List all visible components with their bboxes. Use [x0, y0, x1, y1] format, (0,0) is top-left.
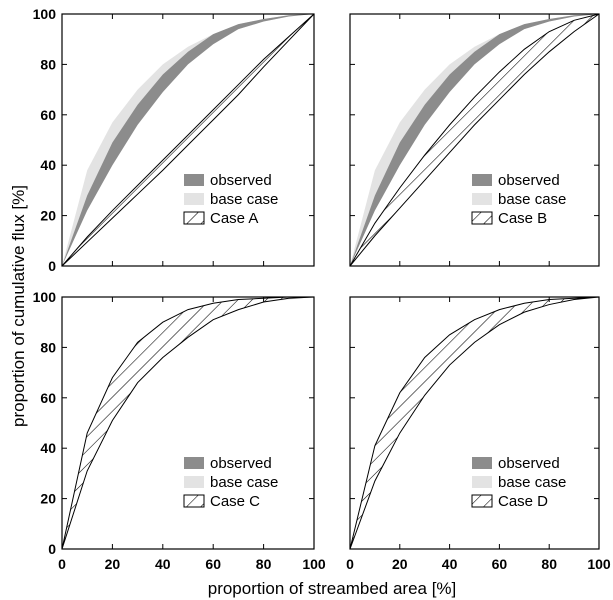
legend-label-observed: observed: [210, 455, 272, 472]
y-tick-label: 40: [40, 440, 56, 456]
y-axis-label: proportion of cumulative flux [%]: [9, 185, 28, 427]
x-tick-label: 60: [492, 556, 508, 572]
legend-label-base-case: base case: [498, 191, 566, 208]
legend-swatch-case: [183, 211, 205, 225]
y-tick-label: 60: [40, 390, 56, 406]
y-tick-label: 20: [40, 491, 56, 507]
legend-label-base-case: base case: [210, 474, 278, 491]
x-tick-label: 40: [155, 556, 171, 572]
x-tick-label: 20: [105, 556, 121, 572]
band-base-case: [62, 14, 314, 266]
panel-bottom-right: 0 20 40 60 80 100 observed base case Case D: [346, 296, 611, 572]
legend-label-base-case: base case: [498, 474, 566, 491]
legend-label-observed: observed: [210, 172, 272, 189]
x-tick-label: 60: [205, 556, 221, 572]
panel-bottom-left: 0 20 40 60 80 100 0 20 40 60 80 100 observed base cas…: [33, 289, 326, 572]
y-tick-label: 100: [33, 289, 57, 305]
y-tick-label: 20: [40, 208, 56, 224]
x-tick-label: 100: [302, 556, 326, 572]
y-tick-label: 0: [48, 258, 56, 274]
x-tick-label: 0: [346, 556, 354, 572]
band-observed: [350, 14, 599, 266]
plot-frame: [349, 296, 600, 550]
legend-label-case: Case C: [210, 493, 260, 510]
y-tick-label: 80: [40, 56, 56, 72]
x-axis-label: proportion of streambed area [%]: [208, 579, 457, 598]
legend-swatch-case: [471, 211, 493, 225]
legend-label-observed: observed: [498, 455, 560, 472]
legend-label-case: Case A: [210, 210, 258, 227]
band-observed: [62, 14, 314, 266]
x-tick-label: 80: [256, 556, 272, 572]
legend-swatch-base-case: [472, 476, 492, 488]
legend-swatch-case: [183, 494, 205, 508]
legend-swatch-observed: [184, 174, 204, 186]
legend-swatch-observed: [472, 457, 492, 469]
legend-label-base-case: base case: [210, 191, 278, 208]
y-tick-label: 100: [33, 6, 57, 22]
plot-frame: [61, 13, 315, 267]
legend: observed base case Case B: [471, 172, 566, 227]
y-tick-label: 40: [40, 157, 56, 173]
panel-top-right: observed base case Case B: [349, 13, 600, 267]
plot-frame: [349, 13, 600, 267]
legend-swatch-observed: [472, 174, 492, 186]
band-case-d: [349, 296, 600, 550]
y-tick-label: 60: [40, 107, 56, 123]
legend-swatch-case: [471, 494, 493, 508]
panel-top-left: 0 20 40 60 80 100 observed base case Case A: [33, 6, 315, 274]
x-tick-label: 20: [392, 556, 408, 572]
x-tick-label: 40: [442, 556, 458, 572]
x-tick-label: 0: [58, 556, 66, 572]
legend-swatch-base-case: [184, 476, 204, 488]
x-tick-label: 80: [541, 556, 557, 572]
legend-swatch-base-case: [472, 193, 492, 205]
legend: observed base case Case C: [183, 455, 278, 510]
plot-frame: [61, 296, 315, 550]
y-tick-label: 0: [48, 541, 56, 557]
legend-label-case: Case B: [498, 210, 547, 227]
y-tick-label: 80: [40, 339, 56, 355]
band-base-case: [350, 14, 599, 266]
legend-swatch-observed: [184, 457, 204, 469]
legend-swatch-base-case: [184, 193, 204, 205]
legend: observed base case Case D: [471, 455, 566, 510]
band-case-c: [61, 296, 315, 550]
legend-label-case: Case D: [498, 493, 548, 510]
legend-label-observed: observed: [498, 172, 560, 189]
x-tick-label: 100: [587, 556, 611, 572]
legend: observed base case Case A: [183, 172, 278, 227]
